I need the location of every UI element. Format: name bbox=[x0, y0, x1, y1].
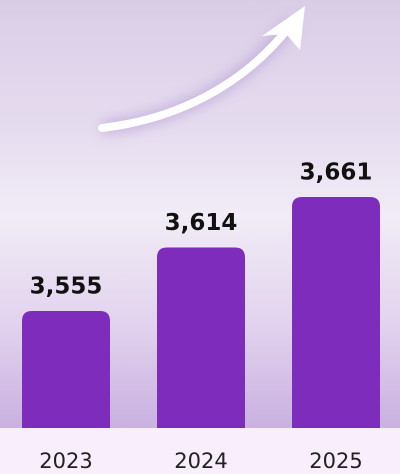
bar bbox=[22, 311, 110, 428]
x-tick-label: 2024 bbox=[174, 449, 227, 473]
bar bbox=[157, 247, 245, 428]
bars: 3,555 2023 3,614 2024 3,661 2025 bbox=[22, 160, 380, 473]
x-tick-label: 2023 bbox=[39, 449, 92, 473]
value-label: 3,614 bbox=[165, 210, 238, 236]
value-label: 3,555 bbox=[30, 274, 103, 300]
footer-band bbox=[0, 428, 400, 474]
value-label: 3,661 bbox=[300, 160, 373, 186]
trend-arrow bbox=[98, 6, 305, 135]
x-tick-label: 2025 bbox=[309, 449, 362, 473]
bar bbox=[292, 197, 380, 428]
